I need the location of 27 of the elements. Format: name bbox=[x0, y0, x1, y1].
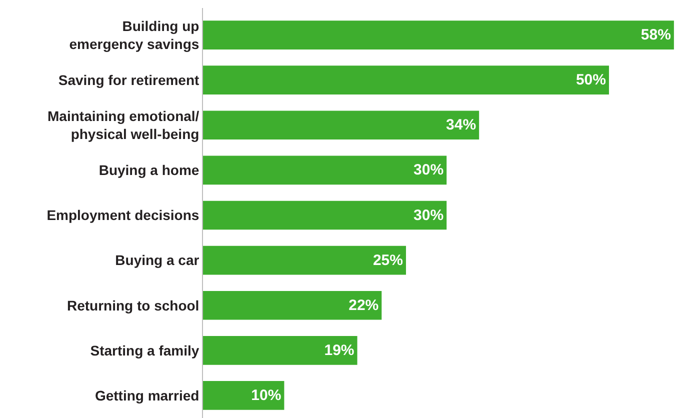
data-label: 10% bbox=[251, 386, 282, 404]
y-tick-label: Starting a family bbox=[90, 342, 200, 358]
y-tick-label: Saving for retirement bbox=[58, 72, 200, 88]
data-label: 19% bbox=[324, 342, 354, 359]
bar bbox=[203, 66, 609, 95]
data-label: 58% bbox=[640, 26, 671, 44]
bar bbox=[203, 381, 284, 410]
data-label: 25% bbox=[372, 252, 403, 269]
bar bbox=[203, 246, 406, 275]
data-label: 30% bbox=[414, 206, 444, 224]
y-tick-label: Maintaining emotional/ physical well-being bbox=[48, 108, 200, 142]
bar bbox=[203, 336, 358, 365]
y-tick-label: Employment decisions bbox=[46, 207, 200, 224]
data-label: 34% bbox=[446, 116, 476, 134]
y-tick-label: Buying a home bbox=[98, 162, 200, 178]
y-tick-label: Getting married bbox=[94, 387, 200, 404]
bar bbox=[203, 110, 480, 140]
bar bbox=[203, 290, 382, 320]
data-label: 50% bbox=[576, 72, 606, 89]
bar bbox=[203, 20, 674, 50]
y-tick-label: Returning to school bbox=[66, 297, 200, 314]
bar bbox=[203, 156, 447, 185]
bar bbox=[203, 200, 447, 230]
data-label: 22% bbox=[348, 296, 379, 314]
y-tick-label: Buying a car bbox=[115, 252, 200, 268]
y-tick-label: Building up emergency savings bbox=[69, 18, 200, 52]
data-label: 30% bbox=[414, 162, 444, 179]
